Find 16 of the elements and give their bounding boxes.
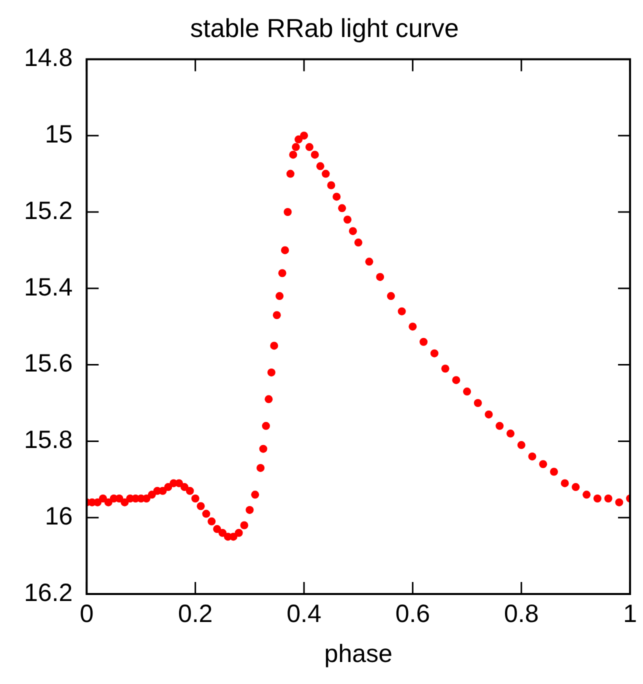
x-tick-label: 0.2 [178, 600, 213, 628]
y-tick-label: 16.2 [24, 578, 73, 607]
y-tick-label: 15.8 [24, 426, 73, 454]
x-tick-label: 0 [80, 600, 94, 628]
x-tick-label: 0.4 [286, 600, 322, 628]
x-tick-label: 1 [623, 600, 637, 628]
y-tick-label: 15.4 [24, 273, 73, 302]
x-axis-title: phase [324, 640, 392, 668]
y-tick-label: 15 [44, 120, 73, 148]
x-tick-label: 0.8 [504, 600, 539, 628]
chart-title: stable RRab light curve [190, 12, 459, 43]
y-tick-label: 16 [44, 502, 73, 530]
y-tick-label: 15.2 [24, 196, 73, 225]
x-tick-label: 0.6 [395, 600, 430, 628]
y-tick-label: 14.8 [24, 44, 73, 72]
y-tick-label: 15.6 [24, 350, 73, 378]
